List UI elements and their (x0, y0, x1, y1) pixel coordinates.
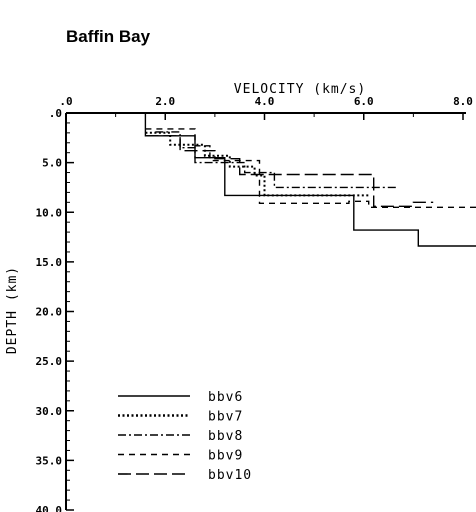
chart-title: Baffin Bay (66, 27, 151, 46)
x-tick-label: 6.0 (354, 95, 374, 108)
y-tick-label: 35.0 (36, 454, 63, 467)
series-line-bbv9 (145, 128, 476, 209)
legend-label-bbv7: bbv7 (208, 410, 243, 425)
legend: bbv6 bbv7 bbv8 bbv9 bbv10 (118, 390, 252, 483)
x-tick-label: 8.0 (453, 95, 473, 108)
x-tick-label: .0 (59, 95, 72, 108)
y-tick-label: 25.0 (36, 355, 63, 368)
y-tick-label: .0 (49, 107, 62, 120)
y-tick-label: 30.0 (36, 405, 63, 418)
legend-label-bbv10: bbv10 (208, 468, 252, 483)
y-axis-label: DEPTH (km) (5, 266, 20, 354)
series-line-bbv8 (155, 131, 399, 189)
y-tick-label: 15.0 (36, 256, 63, 269)
x-tick-label: 4.0 (255, 95, 275, 108)
legend-label-bbv6: bbv6 (208, 390, 243, 405)
y-tick-label: 20.0 (36, 306, 63, 319)
legend-label-bbv8: bbv8 (208, 429, 243, 444)
x-tick-label: 2.0 (155, 95, 175, 108)
y-tick-label: 10.0 (36, 206, 63, 219)
y-tick-label: 40.0 (36, 504, 63, 512)
y-tick-label: 5.0 (42, 157, 62, 170)
y-ticks: .0 5.0 10.0 15.0 20.0 25.0 30.0 35.0 40.0 (36, 107, 74, 512)
series-line-bbv10 (145, 135, 434, 208)
x-ticks: .0 2.0 4.0 6.0 8.0 (59, 95, 473, 120)
series-layer (144, 113, 476, 247)
series-line-bbv7 (145, 131, 369, 197)
x-axis-label: VELOCITY (km/s) (234, 82, 366, 97)
series-line-bbv6 (144, 113, 476, 247)
legend-label-bbv9: bbv9 (208, 449, 243, 464)
